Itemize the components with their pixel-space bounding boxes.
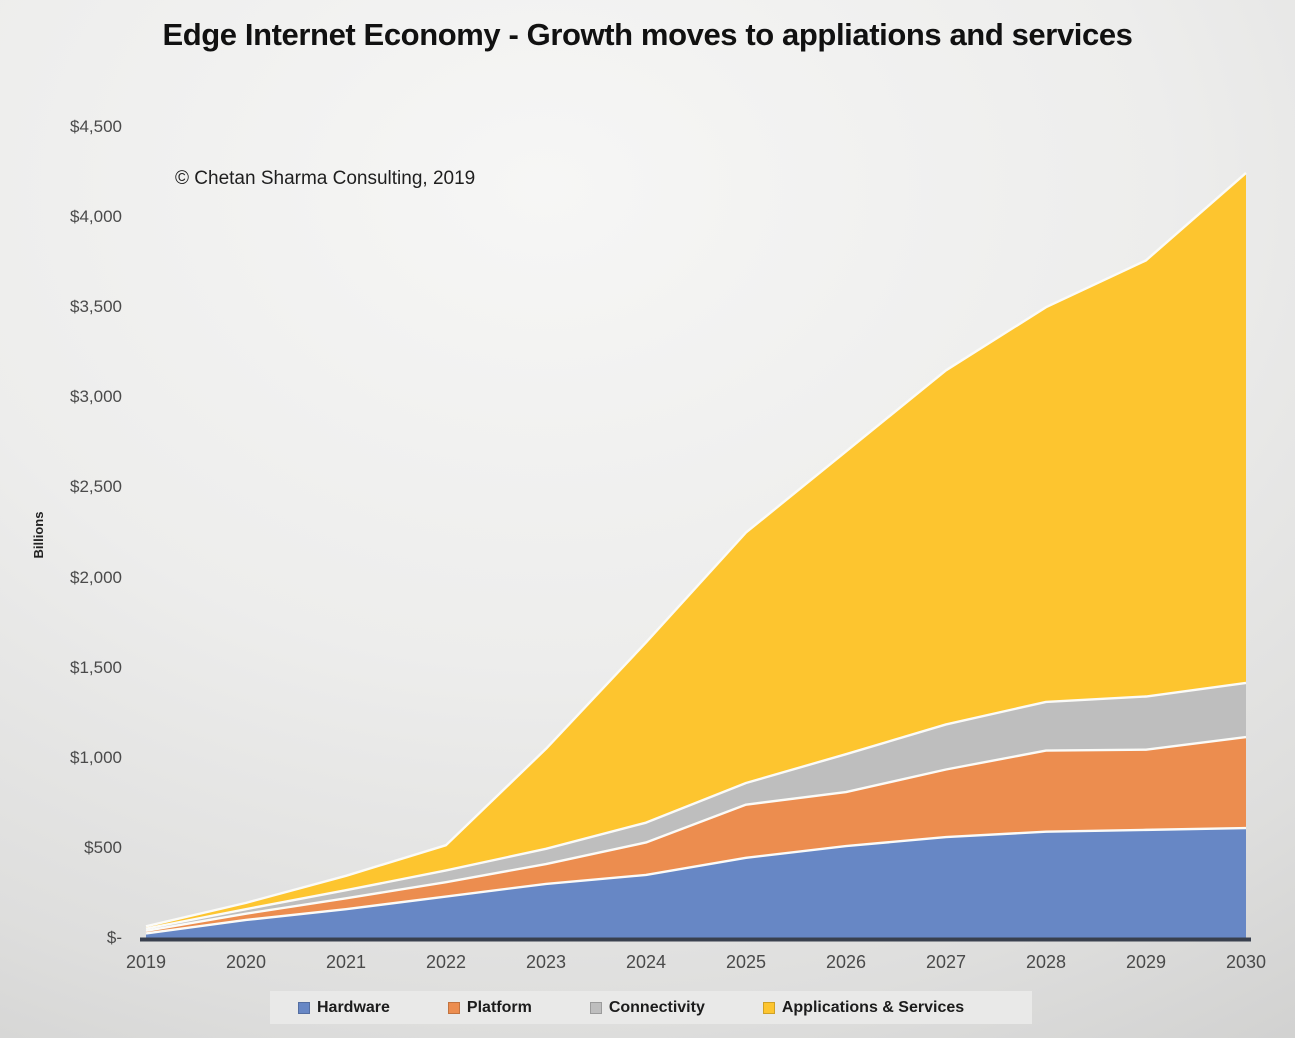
y-axis-tick-label: $4,500 [70, 117, 122, 136]
x-axis-tick-label: 2024 [625, 952, 667, 972]
legend-marker-icon [589, 1001, 602, 1014]
chart-legend: Hardware Platform Connectivity Applications… [270, 991, 1032, 1024]
y-axis-tick-label: $2,500 [70, 477, 122, 497]
y-axis-tick-label: $4,000 [70, 207, 122, 227]
x-axis-tick-label: 2029 [1125, 952, 1167, 972]
legend-marker-icon [447, 1001, 460, 1014]
x-axis-tick-label: 2020 [225, 952, 267, 972]
x-axis-tick-label: 2025 [725, 952, 767, 972]
y-axis-tick-label: $1,500 [70, 657, 122, 677]
legend-label: Connectivity [608, 998, 705, 1016]
legend-item-hardware: Hardware [298, 999, 390, 1017]
chart-title: Edge Internet Economy - Growth moves to … [162, 17, 1133, 52]
x-axis-tick-label: 2028 [1025, 952, 1067, 972]
x-axis-tick-label: 2019 [125, 952, 167, 972]
y-axis-tick-label: $- [106, 928, 122, 947]
legend-item-platform: Platform [447, 998, 532, 1017]
legend-item-applications-services: Applications & Services [762, 998, 965, 1017]
band-separator [145, 735, 1247, 932]
x-axis-tick-label: 2022 [425, 952, 467, 972]
y-axis-tick-label: $1,000 [70, 747, 122, 767]
band-separator [145, 681, 1247, 930]
x-axis-tick-label: 2026 [825, 952, 867, 972]
legend-label: Hardware [317, 998, 390, 1016]
y-axis-tick-label: $3,000 [70, 387, 122, 407]
y-axis-tick-label: $2,000 [70, 567, 122, 587]
legend-marker-icon [762, 1001, 775, 1014]
legend-label: Platform [466, 998, 532, 1016]
legend-marker-icon [298, 1001, 310, 1014]
area-hardware [146, 828, 1246, 938]
x-axis-tick-label: 2023 [525, 952, 567, 972]
y-axis-tick-label: $500 [84, 837, 122, 857]
legend-label: Applications & Services [781, 998, 965, 1016]
y-axis-tick-label: $3,500 [70, 297, 122, 317]
copyright-notice: © Chetan Sharma Consulting, 2019 [175, 168, 476, 189]
legend-item-connectivity: Connectivity [589, 998, 705, 1017]
x-axis-tick-label: 2021 [325, 952, 367, 972]
x-axis-tick-label: 2030 [1225, 952, 1267, 972]
band-separator [145, 826, 1247, 935]
band-separator [145, 172, 1247, 928]
x-axis-tick-label: 2027 [925, 952, 967, 972]
